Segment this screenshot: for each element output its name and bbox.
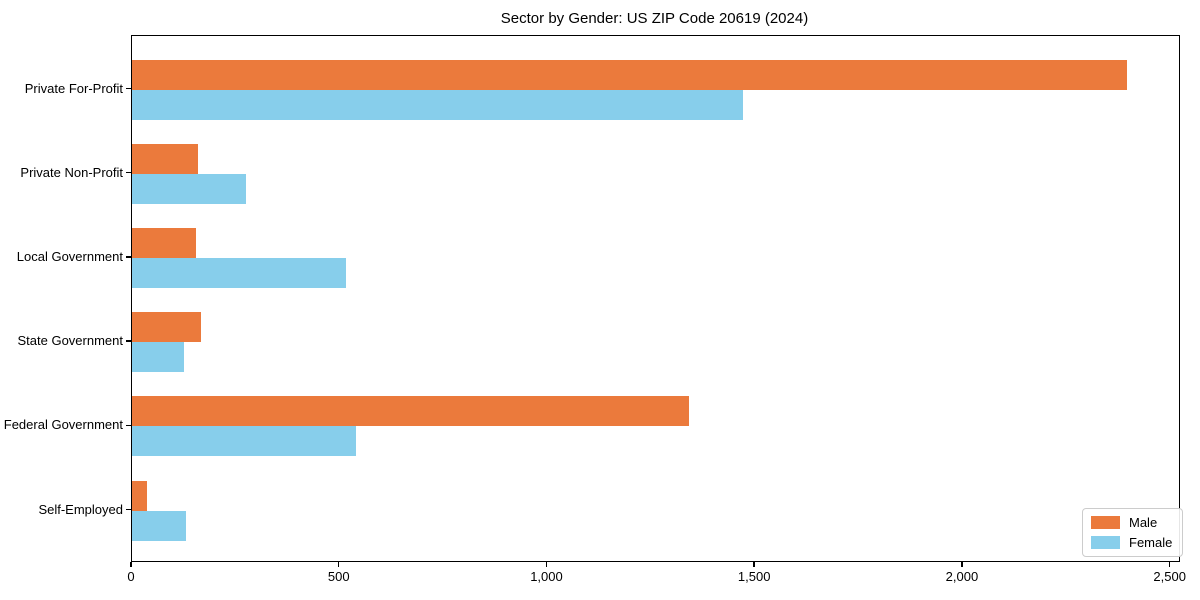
legend-row-male: Male	[1091, 515, 1172, 530]
bar-male-private-for-profit	[132, 59, 1128, 90]
x-tick-mark	[130, 561, 132, 567]
x-axis-tick-0: 0	[127, 569, 135, 584]
y-axis-label-federal-government: Federal Government	[3, 417, 123, 433]
x-axis-tick-1-500: 1,500	[737, 569, 771, 584]
y-tick-mark	[126, 171, 131, 174]
bar-female-local-government	[132, 257, 346, 288]
bar-female-federal-government	[132, 426, 357, 457]
x-tick-mark	[1168, 561, 1171, 567]
y-tick-mark	[126, 424, 131, 427]
legend-label-female: Female	[1129, 535, 1173, 550]
legend: Male Female	[1082, 508, 1184, 557]
legend-row-female: Female	[1091, 535, 1172, 550]
x-axis-tick-2-500: 2,500	[1153, 569, 1186, 584]
y-axis-label-private-non-profit: Private Non-Profit	[20, 164, 123, 180]
plot-area	[131, 35, 1180, 562]
bar-female-private-for-profit	[132, 89, 743, 120]
legend-swatch-male	[1091, 516, 1120, 529]
bar-female-self-employed	[132, 510, 186, 541]
x-axis-tick-500: 500	[327, 569, 350, 584]
x-tick-mark	[753, 561, 755, 567]
y-tick-mark	[126, 340, 131, 342]
y-axis-label-self-employed: Self-Employed	[38, 501, 123, 517]
bar-male-self-employed	[132, 480, 147, 511]
chart-title: Sector by Gender: US ZIP Code 20619 (202…	[500, 10, 809, 27]
bar-male-local-government	[132, 227, 197, 258]
x-tick-mark	[545, 561, 548, 567]
y-axis-label-state-government: State Government	[17, 333, 124, 349]
legend-label-male: Male	[1129, 515, 1158, 530]
y-tick-mark	[126, 256, 131, 258]
bar-female-private-non-profit	[132, 173, 247, 204]
x-tick-mark	[961, 561, 963, 567]
bar-female-state-government	[132, 342, 184, 373]
bar-male-private-non-profit	[132, 143, 199, 174]
legend-swatch-female	[1091, 536, 1120, 549]
bar-male-state-government	[132, 312, 201, 343]
x-axis-tick-2-000: 2,000	[945, 569, 979, 584]
y-tick-mark	[126, 87, 131, 90]
y-tick-mark	[126, 508, 131, 511]
bar-male-federal-government	[132, 396, 689, 427]
x-axis-tick-1-000: 1,000	[530, 569, 563, 584]
x-tick-mark	[337, 561, 340, 567]
y-axis-label-private-for-profit: Private For-Profit	[24, 80, 123, 96]
y-axis-label-local-government: Local Government	[16, 248, 123, 264]
